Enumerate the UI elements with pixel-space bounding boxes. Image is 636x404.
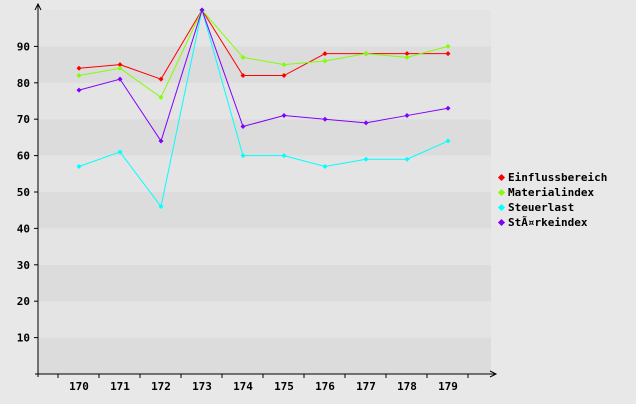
grid-band [38, 119, 491, 156]
legend-item: StÃ¤rkeindex [497, 215, 607, 230]
grid-band [38, 337, 491, 374]
data-point [281, 153, 287, 159]
y-tick-label: 70 [17, 113, 30, 126]
data-point [158, 138, 164, 144]
y-tick-label: 10 [17, 332, 30, 345]
x-tick-label: 175 [274, 380, 294, 393]
data-point [281, 113, 287, 119]
data-point [117, 149, 123, 155]
background-bands [38, 10, 491, 374]
x-tick-label: 177 [356, 380, 376, 393]
data-point [199, 7, 205, 13]
x-tick-label: 178 [397, 380, 417, 393]
x-tick-label: 170 [69, 380, 89, 393]
data-point [158, 204, 164, 210]
y-tick-label: 90 [17, 40, 30, 53]
data-point [240, 73, 246, 79]
x-axis-ticks: 170 171 172 173 174 175 176 177 178 179 [57, 374, 469, 393]
data-point [76, 65, 82, 71]
y-tick-label: 40 [17, 222, 30, 235]
data-point [240, 54, 246, 60]
legend-label: Materialindex [508, 186, 595, 199]
x-axis-arrow [489, 370, 498, 378]
data-point [281, 62, 287, 68]
x-tick-label: 173 [192, 380, 212, 393]
data-point [404, 156, 410, 162]
x-tick-label: 179 [438, 380, 458, 393]
data-point [404, 54, 410, 60]
series-line [78, 9, 449, 99]
y-tick-label: 60 [17, 150, 30, 163]
y-tick-label: 20 [17, 295, 30, 308]
data-point [363, 120, 369, 126]
axes [34, 2, 498, 378]
data-point [445, 105, 451, 111]
series-line [78, 9, 448, 80]
y-axis-ticks: 10 20 30 40 50 60 70 80 90 [17, 40, 38, 345]
data-point [76, 164, 82, 170]
data-point [445, 138, 451, 144]
data-point [404, 113, 410, 119]
legend-marker-icon [497, 188, 506, 196]
legend-label: Einflussbereich [508, 171, 608, 184]
y-tick-label: 50 [17, 186, 30, 199]
data-point [281, 73, 287, 79]
data-point [322, 58, 328, 64]
grid-band [38, 192, 491, 229]
legend-item: Steuerlast [497, 200, 607, 215]
data-point [445, 43, 451, 49]
y-axis-arrow [34, 2, 42, 11]
grid-band [38, 155, 491, 192]
data-point [240, 153, 246, 159]
data-point [404, 51, 410, 57]
x-tick-label: 172 [151, 380, 171, 393]
legend-label: StÃ¤rkeindex [508, 216, 588, 229]
grid-band [38, 10, 491, 47]
data-point [322, 116, 328, 122]
grid-band [38, 264, 491, 302]
grid-band [38, 301, 491, 338]
grid-band [38, 82, 491, 120]
data-point [76, 73, 82, 79]
grid-band [38, 46, 491, 83]
legend-item: Einflussbereich [497, 170, 608, 185]
data-point [363, 156, 369, 162]
legend-item: Materialindex [497, 185, 607, 200]
data-point [445, 51, 451, 57]
grid-band [38, 228, 491, 265]
x-tick-label: 176 [315, 380, 335, 393]
legend-marker-icon [497, 173, 506, 181]
x-tick-label: 174 [233, 380, 253, 393]
series-lines [76, 7, 451, 210]
x-tick-label: 171 [110, 380, 130, 393]
legend-label: Steuerlast [508, 201, 575, 214]
data-point [322, 164, 328, 170]
data-point [158, 76, 164, 82]
data-point [240, 123, 246, 129]
legend: Einflussbereich Materialindex Steuerlast St… [497, 170, 608, 230]
series-line [78, 8, 449, 143]
legend-marker-icon [497, 218, 506, 226]
data-point [322, 51, 328, 57]
legend-marker-icon [497, 203, 506, 211]
data-point [117, 76, 123, 82]
data-point [117, 65, 123, 71]
data-point [158, 94, 164, 100]
data-point [363, 51, 369, 57]
y-tick-label: 30 [17, 259, 30, 272]
series-line [78, 9, 449, 208]
y-tick-label: 80 [17, 77, 30, 90]
data-point [117, 62, 123, 68]
data-point [76, 87, 82, 93]
